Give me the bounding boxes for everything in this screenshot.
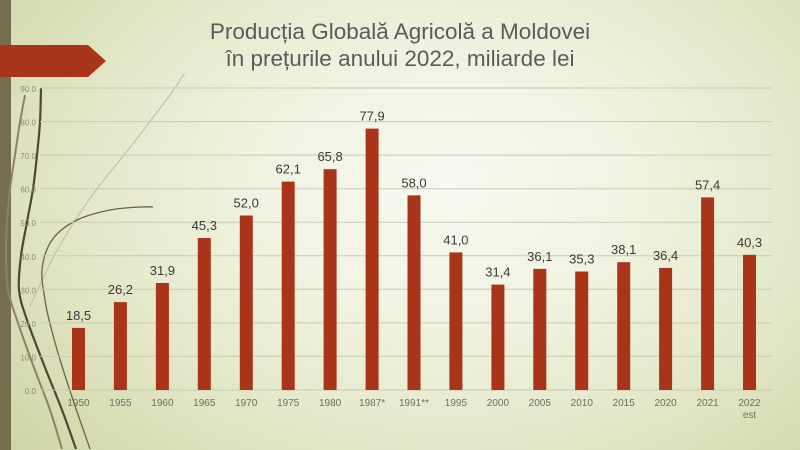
- svg-text:10.0: 10.0: [20, 353, 36, 362]
- svg-text:57,4: 57,4: [695, 177, 720, 192]
- svg-text:0.0: 0.0: [25, 387, 37, 396]
- svg-text:62,1: 62,1: [276, 162, 301, 177]
- svg-text:41,0: 41,0: [443, 232, 468, 247]
- svg-text:58,0: 58,0: [401, 175, 426, 190]
- svg-text:36,4: 36,4: [653, 248, 678, 263]
- svg-text:80.0: 80.0: [20, 119, 36, 128]
- svg-text:70.0: 70.0: [20, 152, 36, 161]
- svg-text:2015: 2015: [613, 398, 636, 409]
- svg-text:31,4: 31,4: [485, 265, 510, 280]
- svg-text:1987*: 1987*: [359, 398, 385, 409]
- svg-text:40,3: 40,3: [737, 235, 762, 250]
- svg-text:77,9: 77,9: [359, 109, 384, 124]
- svg-text:2010: 2010: [571, 398, 594, 409]
- svg-text:1970: 1970: [235, 398, 258, 409]
- svg-text:60.0: 60.0: [20, 186, 36, 195]
- svg-text:2020: 2020: [654, 398, 677, 409]
- svg-text:1975: 1975: [277, 398, 300, 409]
- svg-text:90.0: 90.0: [20, 85, 36, 94]
- svg-text:65,8: 65,8: [317, 149, 342, 164]
- svg-text:50.0: 50.0: [20, 219, 36, 228]
- svg-text:38,1: 38,1: [611, 242, 636, 257]
- svg-text:26,2: 26,2: [108, 282, 133, 297]
- svg-text:1980: 1980: [319, 398, 342, 409]
- svg-text:1995: 1995: [445, 398, 468, 409]
- svg-text:est: est: [743, 410, 757, 421]
- svg-text:36,1: 36,1: [527, 249, 552, 264]
- svg-text:1965: 1965: [193, 398, 216, 409]
- svg-text:2000: 2000: [487, 398, 510, 409]
- svg-text:52,0: 52,0: [234, 196, 259, 211]
- svg-text:30.0: 30.0: [20, 286, 36, 295]
- svg-text:45,3: 45,3: [192, 218, 217, 233]
- svg-text:35,3: 35,3: [569, 252, 594, 267]
- svg-text:40.0: 40.0: [20, 253, 36, 262]
- svg-text:1955: 1955: [109, 398, 132, 409]
- svg-text:31,9: 31,9: [150, 263, 175, 278]
- svg-text:2022: 2022: [738, 398, 761, 409]
- svg-text:1991**: 1991**: [399, 398, 429, 409]
- svg-text:1960: 1960: [151, 398, 174, 409]
- svg-text:20.0: 20.0: [20, 320, 36, 329]
- svg-text:18,5: 18,5: [66, 308, 91, 323]
- svg-text:1950: 1950: [67, 398, 90, 409]
- svg-text:2021: 2021: [696, 398, 719, 409]
- svg-text:2005: 2005: [529, 398, 552, 409]
